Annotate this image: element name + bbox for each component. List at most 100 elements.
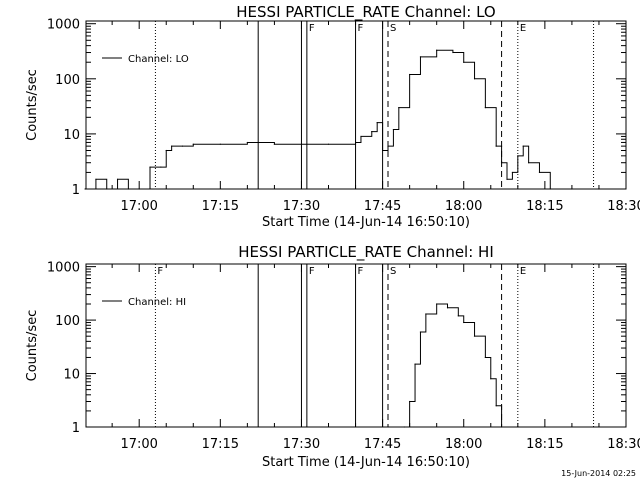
data-point bbox=[219, 143, 221, 145]
data-point bbox=[436, 49, 438, 51]
x-axis-label: Start Time (14-Jun-14 16:50:10) bbox=[262, 215, 470, 230]
legend-entry: Channel: LO bbox=[128, 54, 189, 65]
x-tick-label: 18:00 bbox=[445, 437, 482, 452]
data-point bbox=[463, 321, 465, 324]
data-point bbox=[165, 149, 167, 152]
y-tick-label: 1000 bbox=[47, 261, 80, 276]
data-point bbox=[538, 171, 541, 174]
data-point bbox=[484, 356, 486, 359]
data-point bbox=[425, 313, 427, 315]
data-point bbox=[409, 73, 411, 76]
data-point bbox=[419, 56, 422, 58]
x-tick-label: 18:15 bbox=[526, 437, 563, 452]
data-point bbox=[106, 188, 108, 190]
data-point bbox=[371, 131, 373, 133]
y-tick-label: 1 bbox=[72, 183, 80, 198]
event-label: F bbox=[157, 266, 163, 277]
legend-entry: Channel: HI bbox=[128, 297, 186, 308]
event-label: F bbox=[309, 23, 315, 34]
series-line-channel-lo bbox=[86, 49, 599, 190]
y-tick-label: 100 bbox=[55, 73, 80, 88]
data-point bbox=[127, 188, 129, 190]
data-point bbox=[409, 400, 411, 403]
data-point bbox=[398, 107, 400, 109]
data-point bbox=[446, 307, 449, 309]
data-point bbox=[181, 145, 184, 147]
data-point bbox=[403, 426, 405, 428]
data-point bbox=[419, 331, 422, 333]
data-point bbox=[414, 363, 416, 365]
data-point bbox=[473, 78, 476, 80]
chart-title: HESSI PARTICLE_RATE Channel: HI bbox=[238, 243, 494, 262]
y-axis-label: Counts/sec bbox=[25, 69, 40, 141]
data-point bbox=[549, 188, 551, 190]
data-point bbox=[452, 51, 454, 54]
data-point bbox=[484, 107, 486, 109]
data-point bbox=[436, 303, 438, 305]
data-point bbox=[160, 166, 162, 168]
data-point bbox=[500, 426, 503, 428]
data-point bbox=[517, 155, 519, 157]
x-tick-label: 17:30 bbox=[283, 437, 320, 452]
data-point bbox=[171, 145, 173, 147]
x-axis-label: Start Time (14-Jun-14 16:50:10) bbox=[262, 455, 470, 470]
x-tick-label: 18:30 bbox=[607, 437, 640, 452]
event-label: S bbox=[390, 23, 396, 34]
data-point bbox=[246, 141, 248, 144]
data-point bbox=[392, 128, 395, 131]
data-point bbox=[571, 188, 573, 190]
data-point bbox=[528, 162, 530, 164]
data-point bbox=[116, 178, 119, 180]
data-point bbox=[300, 143, 303, 145]
series-line-channel-hi bbox=[404, 303, 503, 428]
data-point bbox=[327, 143, 330, 145]
data-point bbox=[506, 178, 508, 180]
event-label: F bbox=[309, 266, 315, 277]
chart-title: HESSI PARTICLE_RATE Channel: LO bbox=[236, 3, 495, 22]
data-point bbox=[511, 171, 514, 174]
x-tick-label: 17:00 bbox=[120, 199, 157, 214]
data-point bbox=[495, 405, 497, 407]
event-label: F bbox=[358, 23, 364, 34]
x-tick-label: 17:15 bbox=[202, 437, 239, 452]
y-tick-label: 1 bbox=[72, 421, 80, 436]
x-tick-label: 17:15 bbox=[202, 199, 239, 214]
event-label: F bbox=[358, 266, 364, 277]
x-tick-label: 17:45 bbox=[364, 437, 401, 452]
data-point bbox=[457, 315, 459, 317]
event-label: E bbox=[520, 23, 526, 34]
data-point bbox=[598, 188, 600, 190]
data-point bbox=[192, 143, 194, 145]
data-point bbox=[473, 335, 476, 337]
x-tick-label: 17:45 bbox=[364, 199, 401, 214]
data-point bbox=[387, 145, 389, 147]
data-point bbox=[138, 188, 140, 190]
data-point bbox=[95, 178, 97, 180]
event-label: E bbox=[520, 266, 526, 277]
data-point bbox=[500, 162, 503, 164]
y-tick-label: 10 bbox=[63, 368, 80, 383]
x-tick-label: 18:15 bbox=[526, 199, 563, 214]
data-point bbox=[149, 166, 151, 168]
data-point bbox=[273, 143, 276, 145]
data-point bbox=[376, 122, 378, 124]
data-point bbox=[495, 145, 497, 147]
x-tick-label: 17:00 bbox=[120, 437, 157, 452]
y-tick-label: 100 bbox=[55, 314, 80, 329]
data-point bbox=[354, 141, 357, 144]
data-point bbox=[490, 378, 492, 380]
data-point bbox=[463, 61, 465, 63]
y-tick-label: 10 bbox=[63, 128, 80, 143]
x-tick-label: 18:00 bbox=[445, 199, 482, 214]
data-point bbox=[360, 135, 362, 138]
event-label: S bbox=[390, 266, 396, 277]
y-axis-label: Counts/sec bbox=[25, 310, 40, 382]
data-point bbox=[381, 149, 384, 152]
x-tick-label: 17:30 bbox=[283, 199, 320, 214]
data-point bbox=[522, 145, 524, 147]
data-point bbox=[84, 188, 86, 190]
y-tick-label: 1000 bbox=[47, 18, 80, 33]
footer-timestamp: 15-Jun-2014 02:25 bbox=[561, 469, 636, 478]
x-tick-label: 18:30 bbox=[607, 199, 640, 214]
